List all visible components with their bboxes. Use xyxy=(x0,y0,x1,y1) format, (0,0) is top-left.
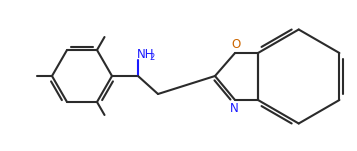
Text: O: O xyxy=(231,37,241,50)
Text: NH: NH xyxy=(137,48,155,61)
Text: N: N xyxy=(230,103,238,116)
Text: 2: 2 xyxy=(150,53,155,62)
